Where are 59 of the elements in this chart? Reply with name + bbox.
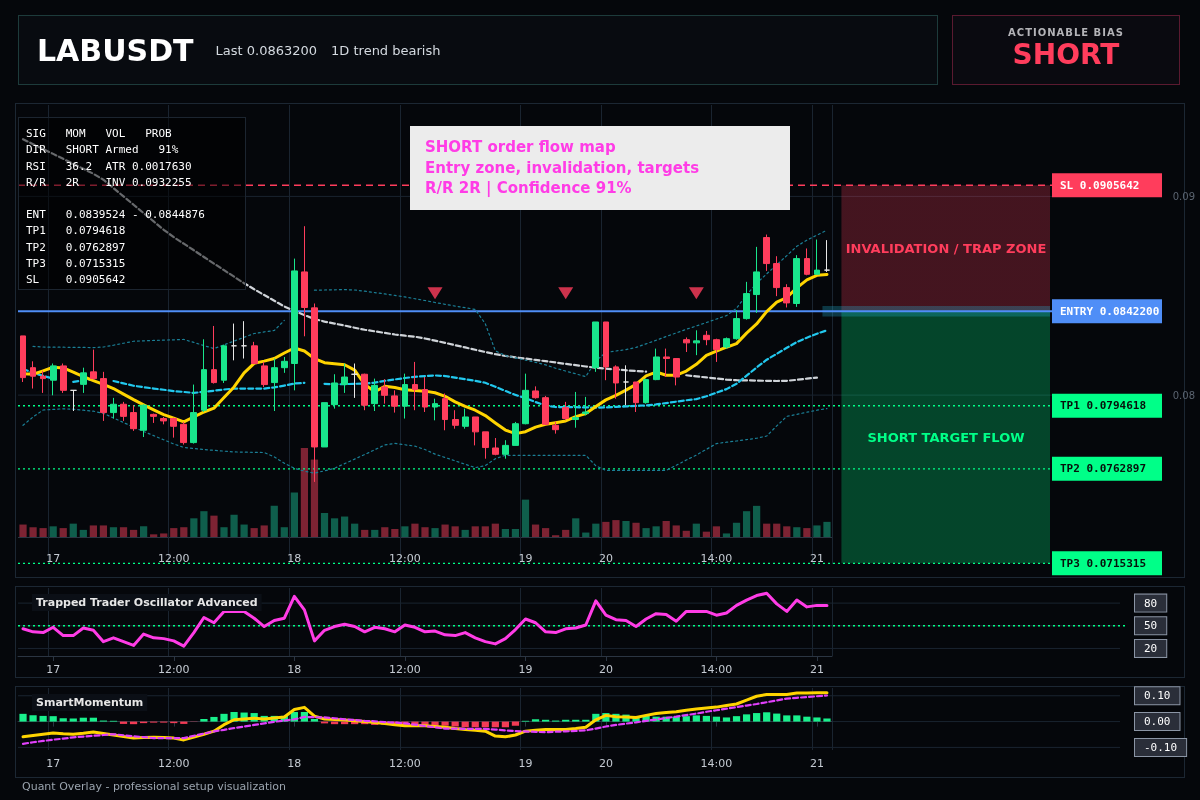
annotation: R/R 2R INV 0.0932255	[26, 174, 193, 191]
annotation: SIG MOM VOL PROB	[26, 126, 173, 142]
y-tick-label: 80	[1144, 596, 1158, 610]
ref-line-label: SL 0.0905642	[1060, 178, 1140, 192]
annotation: SHORT order flow map	[425, 137, 617, 158]
x-tick-label: 17	[46, 552, 61, 565]
chart-title: LABUSDT	[37, 32, 194, 68]
x-tick-label: 17	[46, 663, 61, 676]
x-tick-label: 20	[598, 757, 613, 770]
text: SHORT	[1011, 38, 1121, 71]
x-tick-label: 21	[809, 757, 824, 770]
x-tick-label: 18	[287, 663, 302, 676]
annotation: DIR SHORT Armed 91%	[26, 142, 180, 159]
x-tick-label: 12:00	[157, 663, 190, 676]
x-tick-label: 20	[598, 552, 613, 565]
y-tick-label: 20	[1144, 641, 1158, 655]
x-tick-label: 12:00	[389, 552, 421, 565]
annotation: TP2 0.0762897	[26, 239, 127, 256]
x-tick-label: 14:00	[700, 757, 733, 770]
x-tick-label: 14:00	[700, 663, 733, 676]
x-tick-label: 21	[809, 663, 824, 676]
text: Quant Overlay - professional setup visualization	[22, 780, 286, 793]
y-tick-label: 50	[1144, 619, 1158, 633]
text: 1D trend bearish	[331, 42, 441, 58]
x-tick-label: 19	[518, 552, 533, 565]
annotation: RSI 36.2 ATR 0.0017630	[26, 158, 193, 175]
annotation: TP3 0.0715315	[26, 256, 127, 273]
ref-line-label: TP1 0.0794618	[1060, 399, 1147, 413]
annotation: ENT 0.0839524 - 0.0844876	[26, 207, 205, 224]
x-tick-label: 17	[46, 757, 61, 770]
x-tick-label: 12:00	[389, 663, 421, 676]
annotation: SL 0.0905642	[26, 272, 127, 289]
y-tick-label: 0.10	[1144, 689, 1171, 703]
text: Trapped Trader Oscillator Advanced	[36, 596, 258, 609]
x-tick-label: 18	[287, 552, 302, 565]
x-tick-label: 20	[598, 663, 613, 676]
band-label: INVALIDATION / TRAP ZONE	[845, 240, 1047, 256]
x-tick-label: 12:00	[157, 757, 190, 770]
y-tick-label: 0.09	[1172, 190, 1195, 202]
y-tick-label: 0.08	[1172, 389, 1195, 401]
band-label: SHORT TARGET FLOW	[867, 429, 1025, 445]
x-tick-label: 19	[518, 757, 533, 770]
x-tick-label: 12:00	[157, 552, 190, 565]
ref-line-label: TP2 0.0762897	[1060, 462, 1147, 476]
x-tick-label: 19	[518, 663, 533, 676]
x-tick-label: 18	[287, 757, 302, 770]
annotation: Entry zone, invalidation, targets	[425, 157, 700, 178]
y-tick-label: 0.00	[1144, 715, 1171, 729]
annotation: R/R 2R | Confidence 91%	[425, 178, 633, 199]
text: SmartMomentum	[36, 696, 144, 709]
x-tick-label: 12:00	[389, 757, 421, 770]
y-tick-label: -0.10	[1144, 740, 1178, 754]
x-tick-label: 21	[809, 552, 824, 565]
chart-subtitle: Last 0.0863200	[215, 42, 318, 58]
ref-line-label: TP3 0.0715315	[1060, 556, 1147, 570]
text: ACTIONABLE BIAS	[1007, 27, 1125, 38]
annotation: TP1 0.0794618	[26, 223, 127, 240]
ref-line-label: ENTRY 0.0842200	[1060, 304, 1160, 318]
x-tick-label: 14:00	[700, 552, 733, 565]
